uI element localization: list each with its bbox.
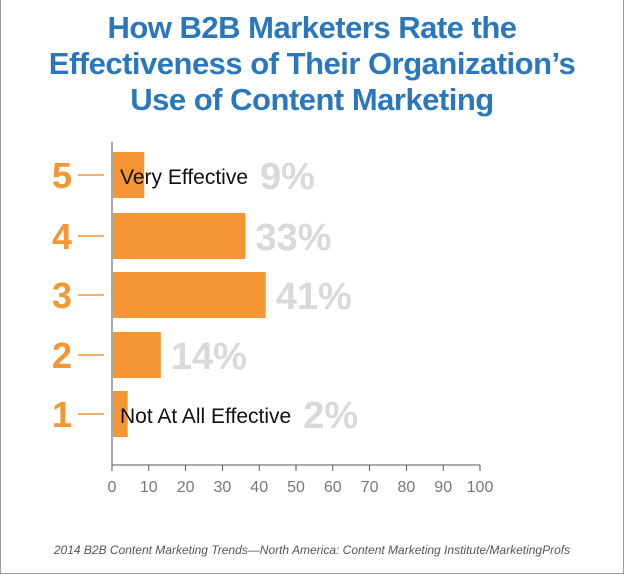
- category-label: 2: [52, 335, 72, 376]
- x-tick-label: 10: [140, 479, 158, 496]
- x-tick-label: 90: [434, 479, 452, 496]
- data-label: 14%: [171, 336, 247, 378]
- bar: [113, 213, 246, 259]
- x-tick-label: 60: [324, 479, 342, 496]
- bar: [113, 272, 266, 318]
- x-tick-label: 0: [108, 479, 117, 496]
- bar: [113, 152, 145, 198]
- title-line-3: Use of Content Marketing: [130, 82, 494, 117]
- data-label: 9%: [260, 156, 315, 198]
- x-tick-label: 80: [398, 479, 416, 496]
- category-label: 3: [52, 275, 72, 316]
- x-tick-label: 40: [250, 479, 268, 496]
- category-label: 5: [52, 155, 72, 196]
- bar-annotation: Not At All Effective: [120, 405, 291, 428]
- bar-annotation: Very Effective: [120, 166, 248, 189]
- x-tick-label: 100: [467, 479, 494, 496]
- bar: [113, 332, 161, 378]
- data-label: 33%: [255, 217, 331, 259]
- source-note: 2014 B2B Content Marketing Trends—North …: [53, 543, 571, 557]
- x-tick-label: 20: [177, 479, 195, 496]
- category-label: 4: [52, 216, 72, 257]
- x-tick-label: 70: [361, 479, 379, 496]
- x-tick-label: 30: [214, 479, 232, 496]
- chart-title: How B2B Marketers Rate the Effectiveness…: [0, 10, 624, 118]
- title-line-1: How B2B Marketers Rate the: [107, 10, 517, 45]
- x-tick-label: 50: [287, 479, 305, 496]
- data-label: 41%: [276, 276, 352, 318]
- title-line-2: Effectiveness of Their Organization’s: [48, 46, 576, 81]
- category-label: 1: [52, 394, 72, 435]
- data-label: 2%: [303, 395, 358, 437]
- bar: [113, 391, 128, 437]
